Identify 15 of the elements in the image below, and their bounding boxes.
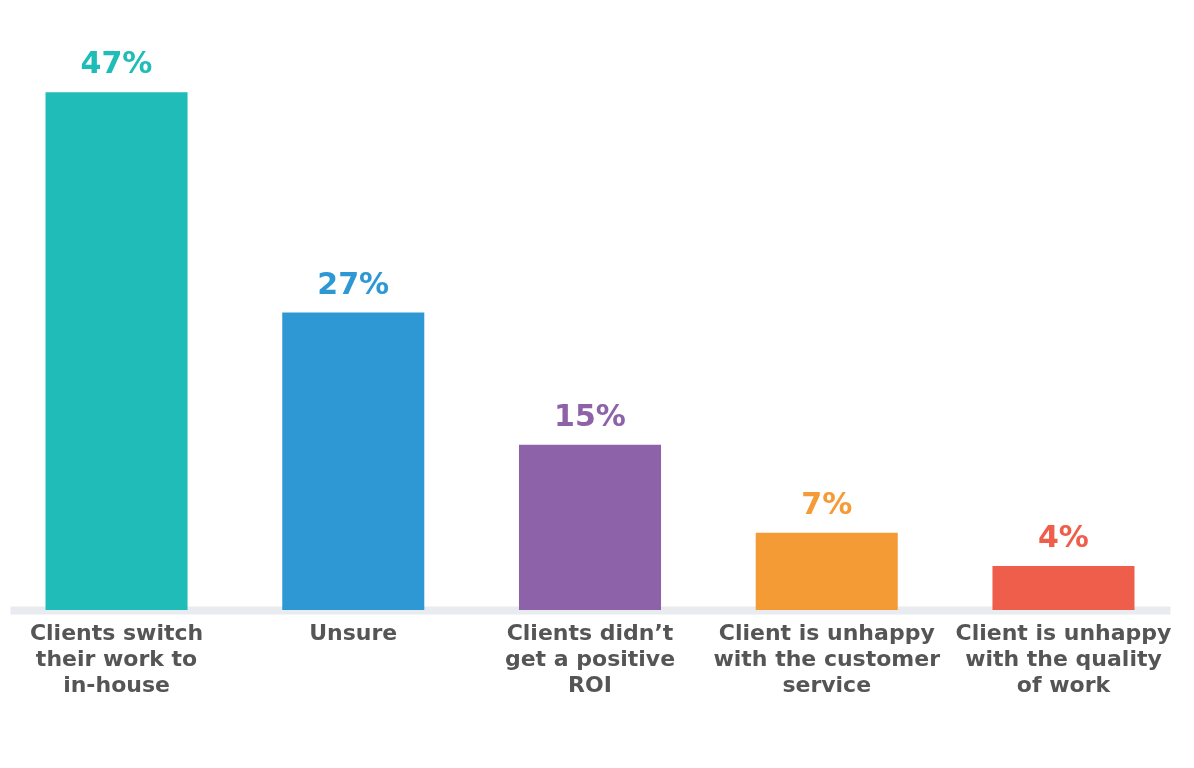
bar: [755, 532, 898, 610]
bar: [282, 312, 425, 610]
bar: [518, 444, 662, 610]
x-tick-label: Unsure: [309, 619, 398, 645]
bar: [992, 565, 1135, 610]
bar: [45, 92, 188, 610]
data-label: 47%: [80, 45, 153, 81]
data-label: 15%: [554, 397, 626, 433]
data-label: 4%: [1038, 518, 1089, 554]
data-label: 7%: [801, 485, 853, 521]
data-label: 27%: [317, 265, 390, 301]
x-tick-label: Clients didn’t get a positive ROI: [504, 619, 676, 697]
x-tick-label: Clients switch their work to in-house: [29, 619, 204, 697]
x-tick-label: Client is unhappy with the quality of work: [955, 619, 1172, 697]
x-tick-label: Client is unhappy with the customer service: [713, 619, 941, 697]
